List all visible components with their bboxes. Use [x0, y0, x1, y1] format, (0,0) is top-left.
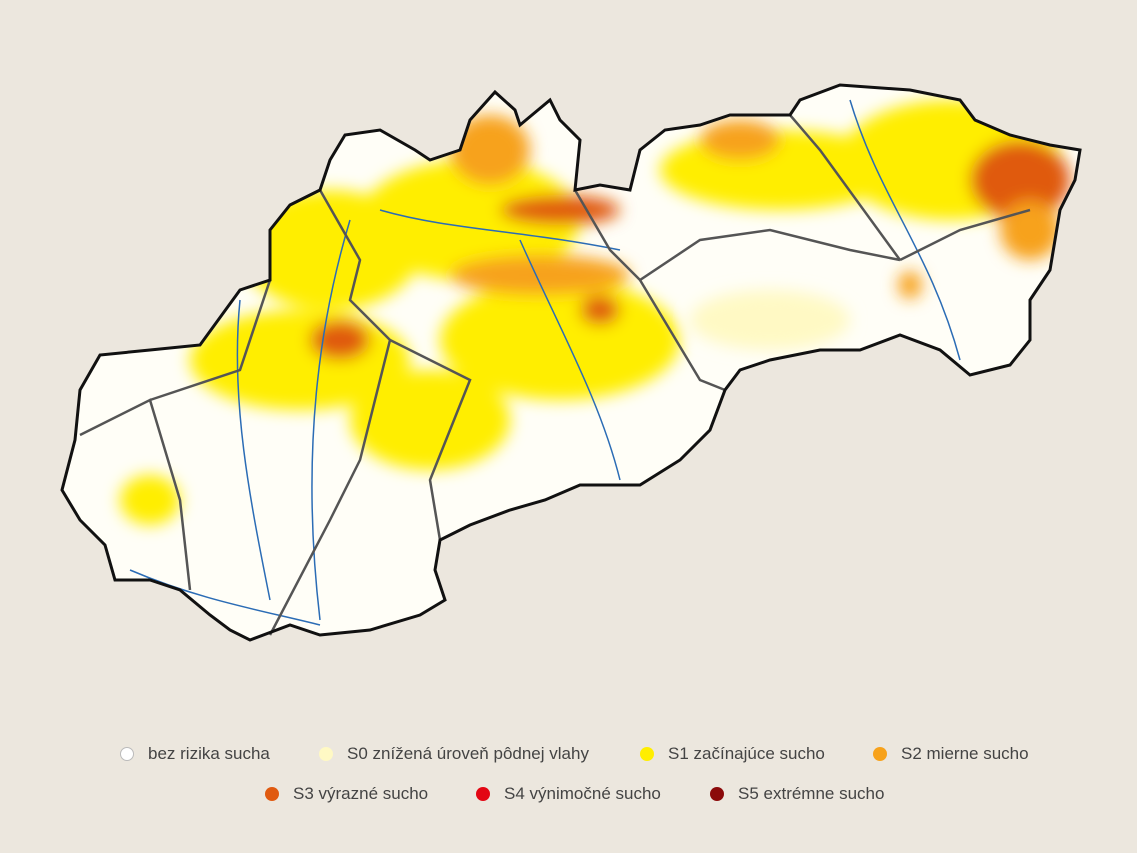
legend-swatch: [710, 787, 724, 801]
legend-label: bez rizika sucha: [148, 744, 270, 763]
legend-item: S4 výnimočné sucho: [476, 784, 661, 804]
drought-areas: [120, 100, 1070, 525]
legend-item: S5 extrémne sucho: [710, 784, 884, 804]
legend-label: S0 znížená úroveň pôdnej vlahy: [347, 744, 589, 763]
legend-swatch: [640, 747, 654, 761]
legend-swatch: [476, 787, 490, 801]
rivers: [129, 99, 961, 626]
legend-label: S1 začínajúce sucho: [668, 744, 825, 763]
region-borders: [79, 114, 1031, 636]
legend-label: S2 mierne sucho: [901, 744, 1029, 763]
legend-item: S3 výrazné sucho: [265, 784, 428, 804]
legend-item: S2 mierne sucho: [873, 744, 1029, 764]
legend-item: S0 znížená úroveň pôdnej vlahy: [319, 744, 589, 764]
legend-swatch: [120, 747, 134, 761]
legend-item: S1 začínajúce sucho: [640, 744, 825, 764]
legend-label: S3 výrazné sucho: [293, 784, 429, 803]
drought-map: [60, 83, 1082, 642]
legend-item: bez rizika sucha: [120, 744, 270, 764]
legend-swatch: [319, 747, 333, 761]
legend-swatch: [873, 747, 887, 761]
legend-swatch: [265, 787, 279, 801]
legend-label: S5 extrémne sucho: [738, 784, 885, 803]
legend-label: S4 výnimočné sucho: [504, 784, 661, 803]
